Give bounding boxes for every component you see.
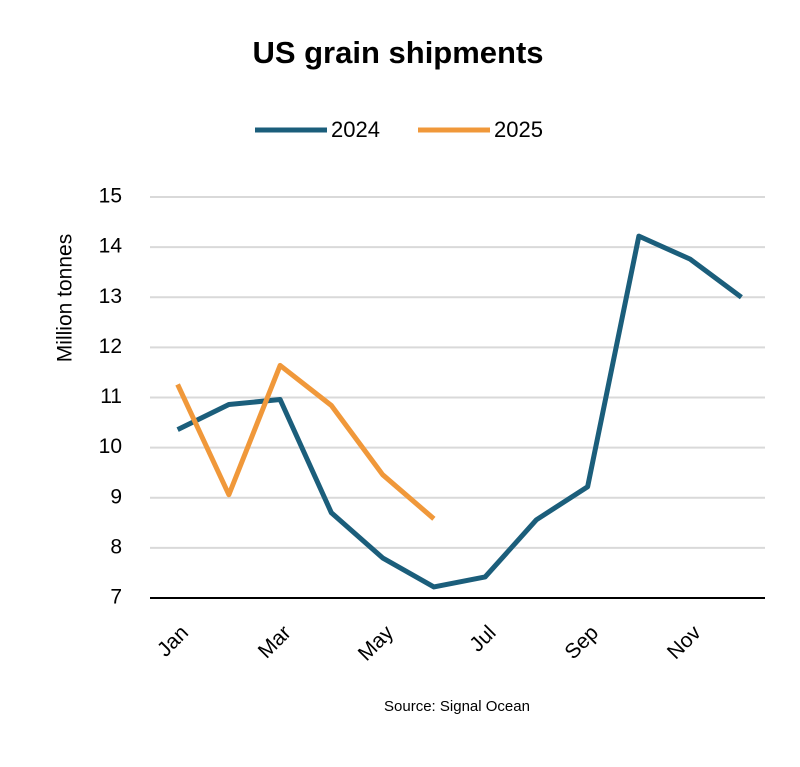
x-tick-label: Mar bbox=[254, 621, 296, 663]
series-line bbox=[175, 362, 436, 521]
x-tick-label: Sep bbox=[560, 621, 603, 664]
x-tick-label: Jul bbox=[465, 621, 500, 656]
x-tick-label: Jan bbox=[153, 621, 193, 661]
y-tick-label: 13 bbox=[99, 285, 122, 308]
source-note: Source: Signal Ocean bbox=[384, 698, 530, 715]
legend-label: 2025 bbox=[494, 117, 543, 142]
x-tick-label: Nov bbox=[663, 621, 706, 664]
chart-title: US grain shipments bbox=[252, 35, 543, 70]
y-tick-label: 10 bbox=[99, 435, 122, 458]
y-tick-label: 15 bbox=[99, 185, 122, 208]
y-tick-label: 12 bbox=[99, 335, 122, 358]
y-tick-label: 7 bbox=[110, 586, 122, 609]
y-tick-label: 9 bbox=[110, 485, 122, 508]
series-line bbox=[176, 233, 743, 590]
x-tick-label: May bbox=[354, 621, 399, 666]
y-tick-label: 8 bbox=[110, 535, 122, 558]
legend-label: 2024 bbox=[331, 117, 380, 142]
y-tick-label: 14 bbox=[99, 235, 123, 258]
y-tick-label: 11 bbox=[100, 385, 122, 408]
y-axis-label: Million tonnes bbox=[54, 234, 77, 362]
